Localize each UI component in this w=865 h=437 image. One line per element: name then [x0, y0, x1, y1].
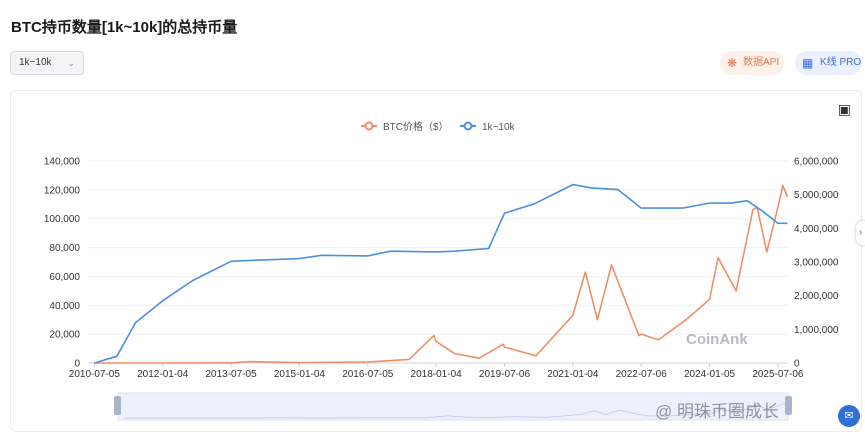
legend-price-label: BTC价格（$）: [383, 120, 449, 133]
chat-icon[interactable]: ✉: [838, 405, 860, 427]
x-tick-label: 2021-01-04: [547, 369, 599, 380]
y-tick-right: 4,000,000: [794, 224, 839, 235]
legend-holdings-marker: [463, 121, 473, 131]
kline-pro-label: K线 PRO: [820, 57, 862, 68]
y-tick-right: 3,000,000: [794, 258, 839, 269]
x-tick-label: 2019-07-06: [479, 369, 531, 380]
x-tick-label: 2015-01-04: [274, 369, 326, 380]
x-tick-label: 2012-01-04: [137, 369, 189, 380]
series-layer: [94, 183, 789, 364]
chevron-right-icon[interactable]: ›: [856, 221, 865, 245]
y-tick-right: 5,000,000: [794, 190, 839, 201]
slider-mini-line: [124, 403, 788, 419]
y-tick-right: 1,000,000: [794, 325, 839, 336]
x-tick-label: 2022-07-06: [616, 369, 668, 380]
range-select[interactable]: 1k~10k ⌄: [10, 51, 84, 75]
x-tick-label: 2025-07-06: [752, 369, 804, 380]
page-title: BTC持币数量[1k~10k]的总持币量: [11, 19, 238, 36]
y-axis-left: 0 20,000 40,000 60,000 80,000 100,000 120,000 1…: [44, 157, 81, 370]
y-tick-left: 40,000: [49, 301, 80, 312]
range-select-value: 1k~10k: [19, 57, 52, 68]
y-axis-right: 0 1,000,000 2,000,000 3,000,000 4,000,000 5,0…: [794, 157, 839, 370]
x-axis: 2010-07-05 2012-01-04 2013-07-05 2015-01-04…: [69, 369, 804, 380]
data-api-label: 数据API: [743, 57, 780, 68]
legend-holdings-label: 1k~10k: [482, 122, 516, 133]
api-icon: ❋: [727, 56, 738, 70]
y-tick-left: 140,000: [44, 157, 81, 168]
slider-handle-right[interactable]: [785, 396, 792, 415]
kline-pro-button[interactable]: ▦ K线 PRO: [795, 51, 862, 75]
author-watermark: @ 明珠币圈成长: [655, 402, 779, 421]
legend[interactable]: BTC价格（$） 1k~10k: [361, 120, 516, 133]
legend-price-marker: [364, 121, 374, 131]
y-tick-left: 0: [74, 359, 80, 370]
y-tick-right: 6,000,000: [794, 157, 839, 168]
x-tick-label: 2010-07-05: [69, 369, 121, 380]
coinank-watermark: CoinAnk: [686, 331, 748, 348]
x-tick-label: 2013-07-05: [205, 369, 257, 380]
y-tick-left: 20,000: [49, 330, 80, 341]
price-series-line: [94, 184, 789, 364]
x-tick-label: 2018-01-04: [411, 369, 463, 380]
data-api-button[interactable]: ❋ 数据API: [720, 51, 784, 75]
y-tick-left: 80,000: [49, 243, 80, 254]
range-slider[interactable]: [114, 392, 792, 421]
y-tick-right: 0: [794, 359, 800, 370]
y-tick-left: 120,000: [44, 185, 81, 196]
y-tick-left: 100,000: [44, 214, 81, 225]
grid: [88, 160, 788, 367]
kline-icon: ▦: [802, 56, 814, 70]
chevron-down-icon: ⌄: [67, 58, 75, 68]
camera-icon[interactable]: ▣: [837, 101, 851, 117]
slider-handle-left[interactable]: [114, 396, 121, 415]
x-tick-label: 2024-01-05: [684, 369, 736, 380]
y-tick-left: 60,000: [49, 272, 80, 283]
y-tick-right: 2,000,000: [794, 291, 839, 302]
x-tick-label: 2016-07-05: [342, 369, 394, 380]
holdings-series-line: [94, 183, 788, 364]
